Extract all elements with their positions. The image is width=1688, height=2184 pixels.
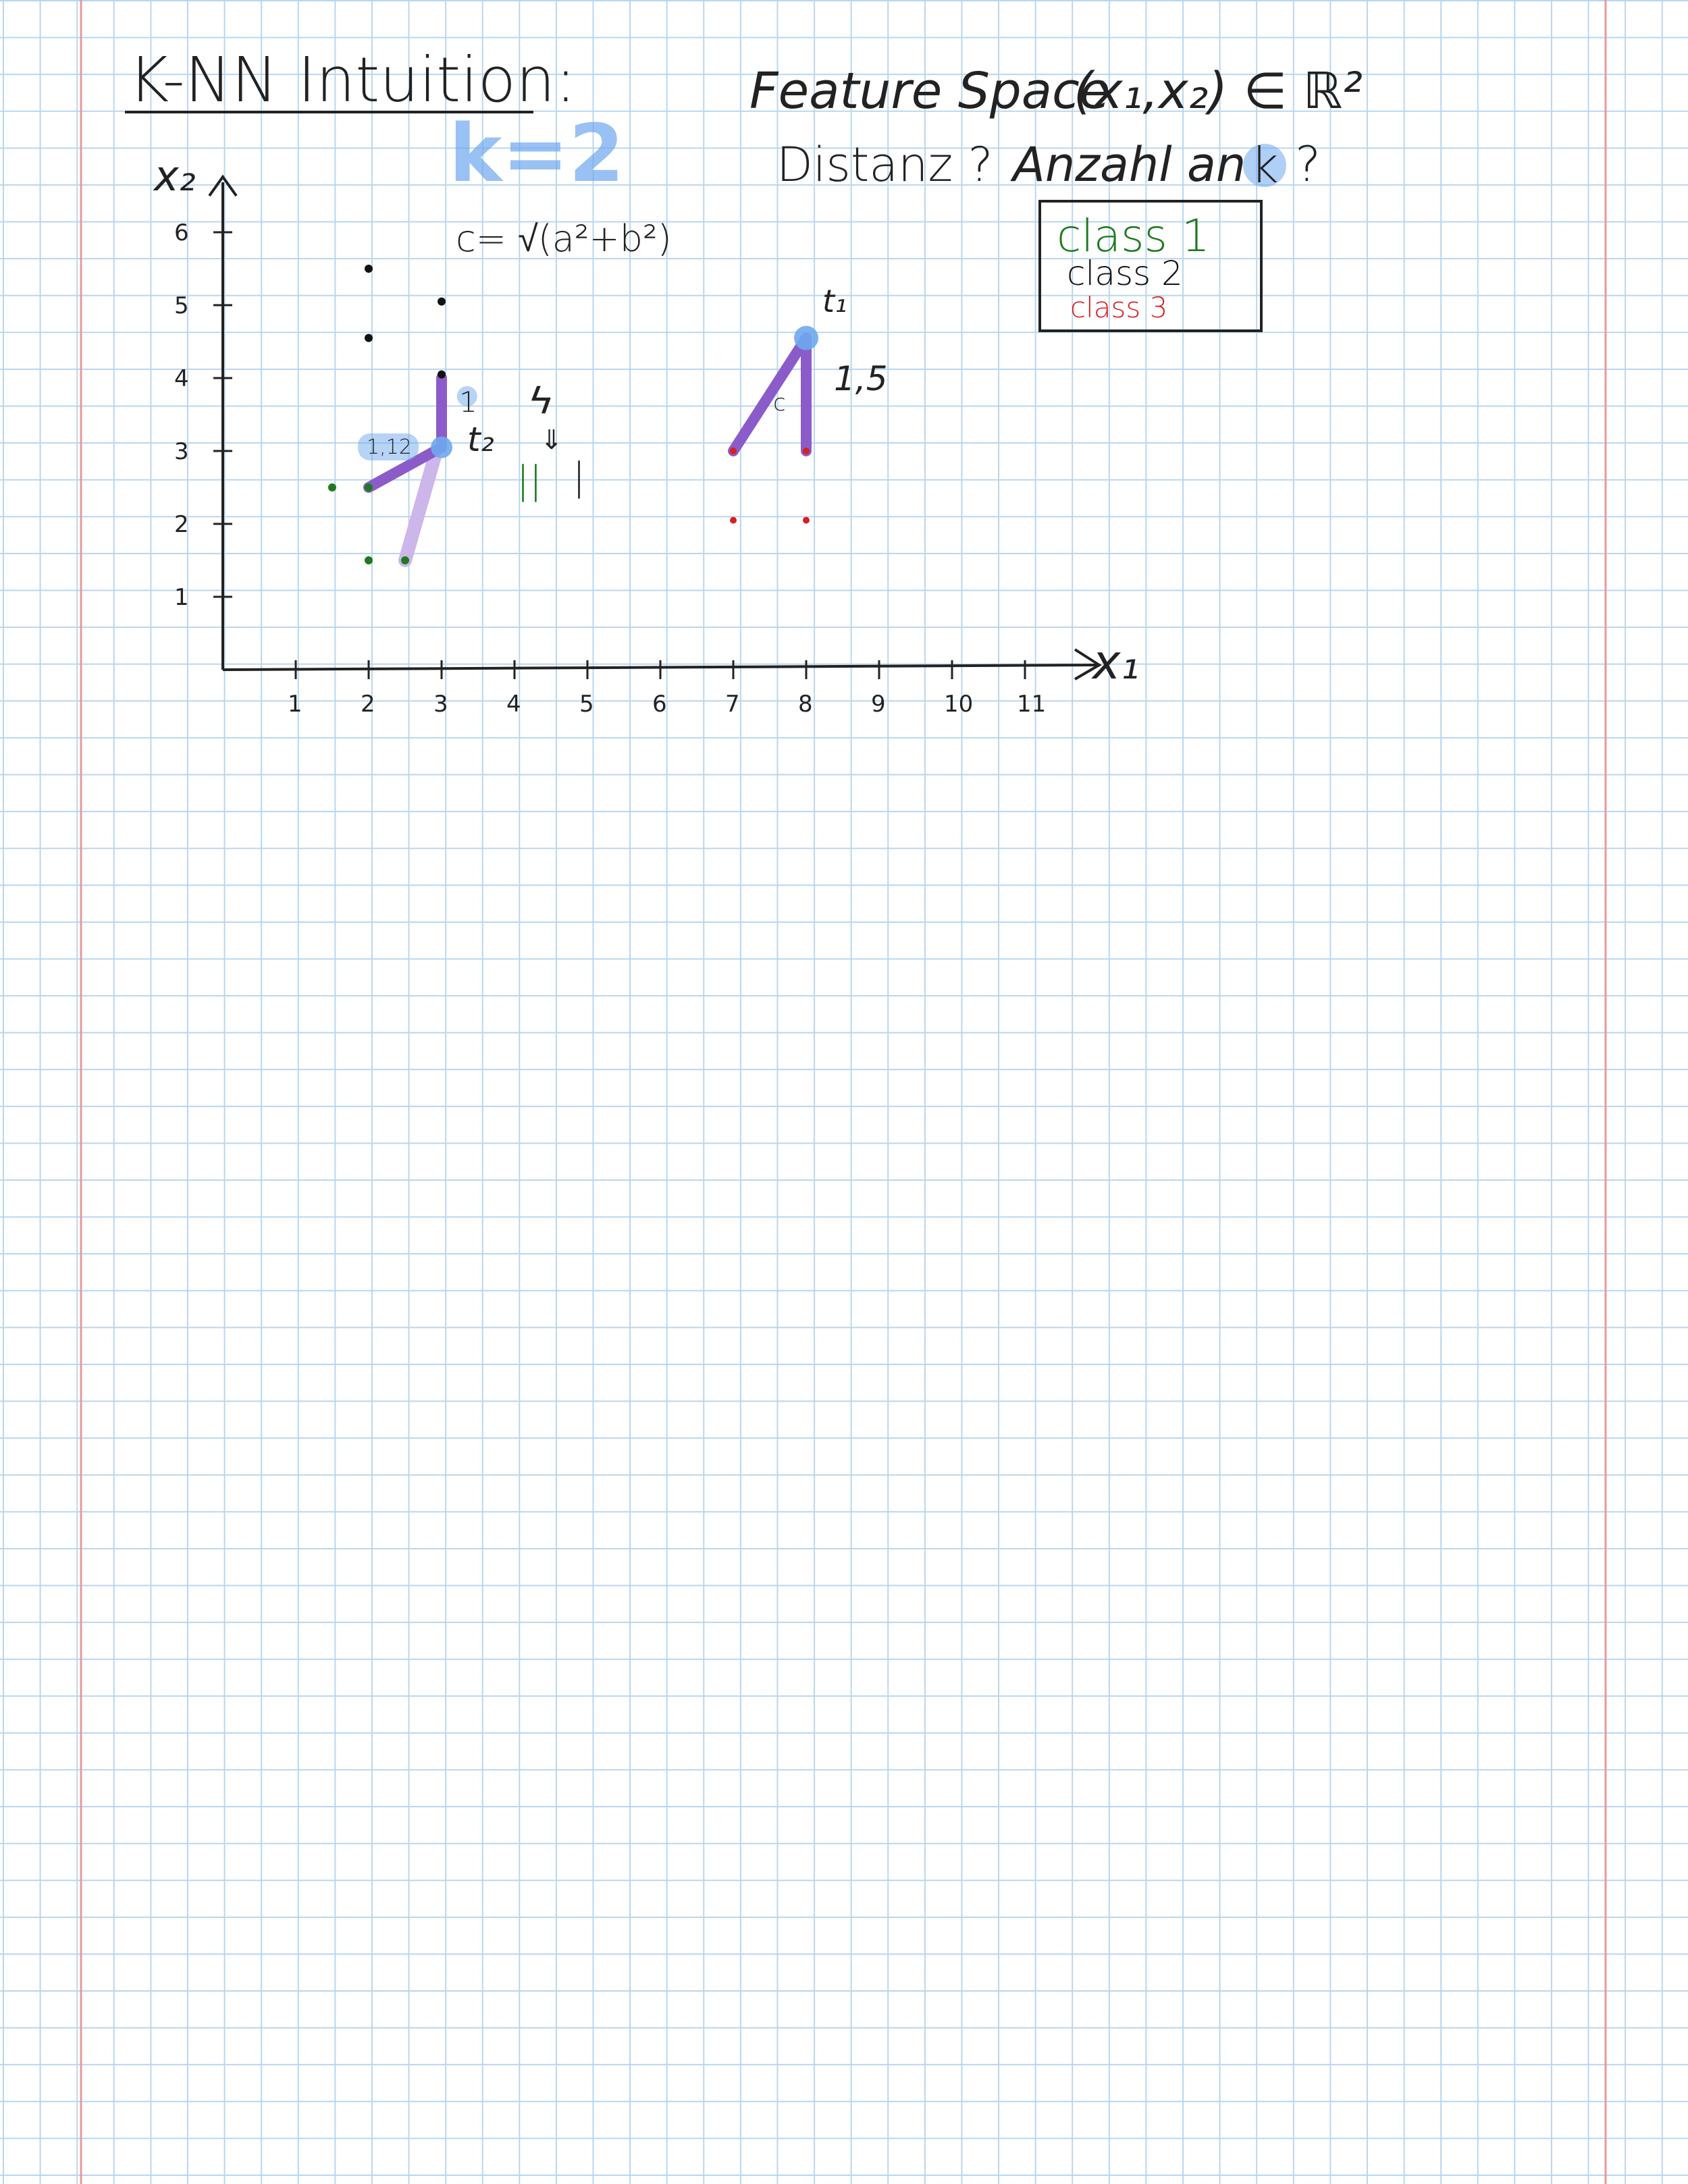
k-value-highlight: k=2 xyxy=(449,107,624,200)
vote-tally-class-2: | xyxy=(573,455,585,499)
t2-vertical-distance-label: 1 xyxy=(459,385,477,419)
legend-class-1: class 1 xyxy=(1057,210,1210,262)
x-tick-label-1: 1 xyxy=(288,691,302,718)
feature-space-label: Feature Space xyxy=(749,62,1110,120)
x-axis-label: x₁ xyxy=(1091,635,1140,690)
class-2-point-4 xyxy=(438,370,446,379)
x-tick-label-9: 9 xyxy=(871,691,886,718)
feature-space-tuple: (x₁,x₂) ∈ ℝ² xyxy=(1074,62,1363,120)
count-question-mark: ? xyxy=(1295,136,1321,192)
y-axis-arrowhead xyxy=(208,174,238,197)
vote-arrow: ⇓ xyxy=(540,425,563,456)
query-point-t2 xyxy=(431,436,452,458)
class-1-point-4 xyxy=(401,556,409,564)
class-1-point-2 xyxy=(365,483,373,491)
y-tick-label-6: 6 xyxy=(174,219,189,246)
x-tick-group: 1 2 3 4 5 6 7 8 9 10 11 xyxy=(288,660,1046,718)
distance-question: Distanz ? xyxy=(776,137,993,192)
legend: class 1 class 2 class 3 xyxy=(1038,200,1263,332)
x-tick-label-5: 5 xyxy=(579,691,594,718)
y-tick-group: 1 2 3 4 5 6 xyxy=(174,219,232,611)
y-tick-label-4: 4 xyxy=(174,365,189,392)
class-3-point-1 xyxy=(730,448,737,454)
vote-symbol: ϟ xyxy=(531,377,552,423)
data-points xyxy=(328,265,818,564)
class-1-point-3 xyxy=(365,556,373,564)
legend-class-3: class 3 xyxy=(1070,291,1167,324)
class-2-point-3 xyxy=(365,334,373,342)
x-tick-label-11: 11 xyxy=(1017,691,1046,718)
t2-label: t₂ xyxy=(467,420,494,459)
class-2-point-2 xyxy=(438,297,446,306)
x-tick-label-2: 2 xyxy=(361,691,375,718)
distance-one-highlight xyxy=(456,386,477,406)
t1-hypotenuse-label: c xyxy=(773,390,786,417)
page-title: K-NN Intuition: xyxy=(128,44,576,116)
y-tick-label-5: 5 xyxy=(174,292,189,319)
y-tick-label-2: 2 xyxy=(174,511,189,538)
class-3-point-3 xyxy=(730,516,737,524)
x-axis-arrowhead xyxy=(1074,648,1102,681)
class-2-point-1 xyxy=(365,265,373,273)
x-tick-label-10: 10 xyxy=(944,691,973,718)
neighbor-lines xyxy=(363,332,812,567)
count-k-symbol: k xyxy=(1250,137,1279,194)
neighbor-line-t2-faint xyxy=(398,451,442,567)
neighbor-line-t2-class1 xyxy=(363,442,447,493)
x-tick-label-4: 4 xyxy=(506,691,521,718)
legend-class-2: class 2 xyxy=(1067,254,1183,293)
t2-diagonal-distance-label: 1,12 xyxy=(367,435,412,459)
k-highlight-blob xyxy=(1243,144,1286,187)
x-tick-label-7: 7 xyxy=(725,691,740,718)
neighbor-line-t1-diagonal xyxy=(728,332,812,456)
y-tick-label-1: 1 xyxy=(174,584,189,611)
query-point-t1 xyxy=(794,325,818,350)
x-tick-label-3: 3 xyxy=(433,691,448,718)
t1-label: t₁ xyxy=(822,283,847,319)
vote-tally-class-1: || xyxy=(517,458,542,502)
class-1-point-1 xyxy=(328,483,336,491)
y-tick-label-3: 3 xyxy=(174,438,189,465)
legend-box xyxy=(1038,200,1263,332)
x-tick-label-6: 6 xyxy=(652,691,667,718)
count-question: Anzahl an xyxy=(1010,137,1246,192)
distance-formula: c= √(a²+b²) xyxy=(456,217,672,260)
class-3-point-4 xyxy=(803,516,810,524)
y-axis-label: x₂ xyxy=(153,151,196,201)
t2-distance-highlight xyxy=(358,433,419,460)
t1-distance-label: 1,5 xyxy=(834,359,888,398)
x-tick-label-8: 8 xyxy=(798,691,813,718)
class-3-point-2 xyxy=(803,448,810,454)
